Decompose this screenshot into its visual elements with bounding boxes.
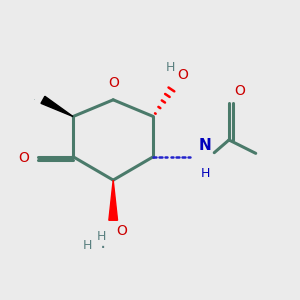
Text: O: O	[177, 68, 188, 82]
Polygon shape	[41, 96, 73, 116]
Text: H: H	[82, 239, 92, 252]
Text: H: H	[201, 167, 210, 180]
Polygon shape	[109, 180, 118, 220]
Text: O: O	[19, 151, 29, 165]
Text: O: O	[116, 224, 127, 238]
Text: H: H	[165, 61, 175, 74]
Text: ·: ·	[100, 239, 106, 258]
Text: CH₃: CH₃	[34, 99, 36, 100]
Text: O: O	[234, 84, 245, 98]
Text: O: O	[108, 76, 118, 90]
Text: H: H	[97, 230, 106, 243]
Text: N: N	[199, 138, 211, 153]
